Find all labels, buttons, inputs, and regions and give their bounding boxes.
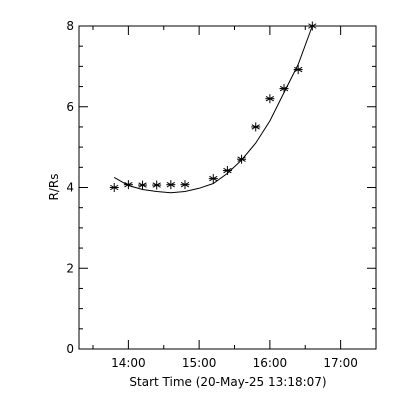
data-point [237, 154, 247, 164]
data-point [152, 180, 162, 190]
data-point [109, 183, 119, 192]
y-tick-label: 2 [66, 261, 74, 275]
data-point [222, 166, 232, 176]
fit-curve-layer [113, 25, 313, 194]
data-point [251, 122, 261, 132]
y-tick-label: 0 [66, 342, 74, 356]
y-tick-label: 4 [66, 181, 74, 195]
data-point [138, 180, 148, 190]
x-tick-label: 17:00 [323, 356, 358, 370]
x-tick-label: 14:00 [111, 356, 146, 370]
data-point [166, 180, 176, 190]
y-tick-label: 8 [66, 19, 74, 33]
data-point [123, 180, 133, 190]
data-point [265, 94, 275, 104]
data-point [279, 84, 289, 94]
y-tick-label: 6 [66, 100, 74, 114]
data-point [180, 180, 190, 190]
y-axis-label: R/Rs [47, 174, 61, 201]
x-axis-label: Start Time (20-May-25 13:18:07) [129, 375, 326, 389]
fit-curve [113, 25, 313, 194]
x-tick-label: 15:00 [182, 356, 217, 370]
axis-ticks-layer [79, 25, 376, 350]
data-point [293, 65, 303, 75]
x-tick-label: 16:00 [253, 356, 288, 370]
tick-labels-layer: 14:00 15:00 16:00 17:00 0 2 4 6 8 [66, 19, 358, 370]
data-points-layer [109, 21, 317, 192]
data-point [208, 174, 218, 184]
